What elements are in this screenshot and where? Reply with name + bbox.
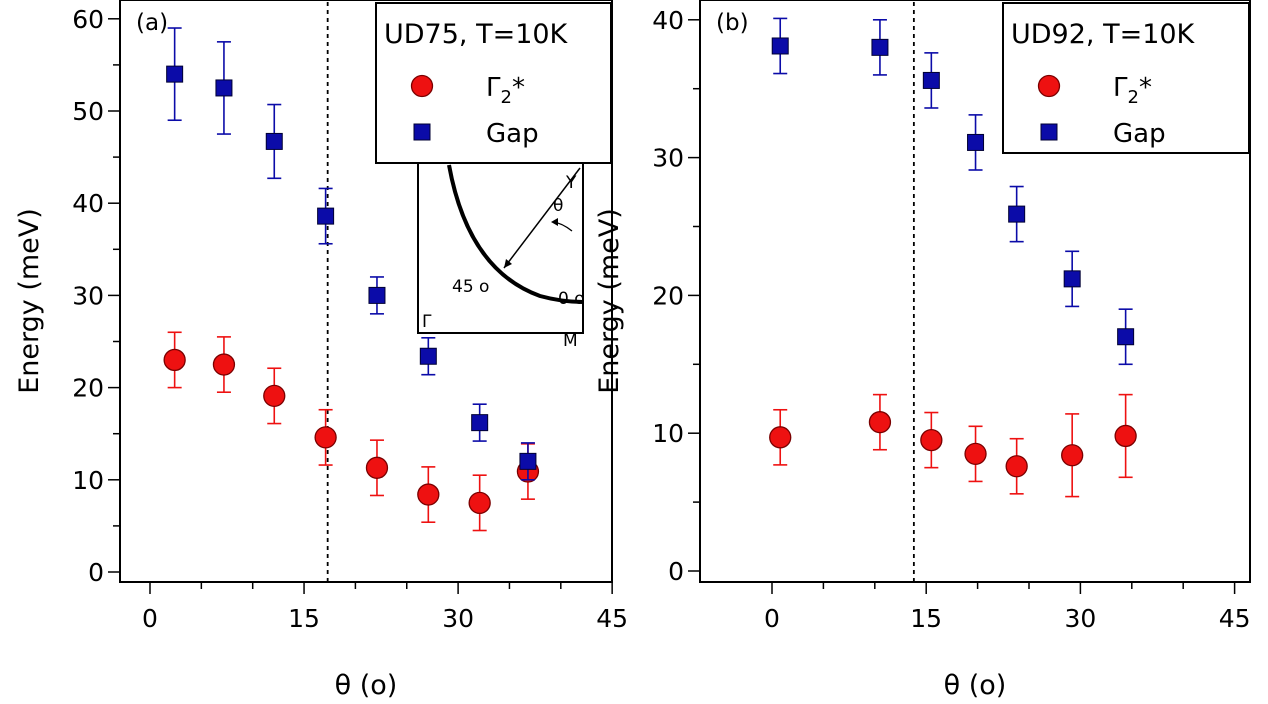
data-point-circle — [868, 411, 892, 434]
data-point-square — [419, 347, 437, 365]
data-point-circle — [468, 491, 491, 515]
x-axis-label: θ (o) — [335, 670, 398, 701]
legend-title: UD75, T=10K — [384, 19, 569, 50]
legend-label-gamma2: Γ2* — [486, 73, 525, 108]
legend-suffix: * — [1139, 73, 1152, 103]
data-point-circle — [920, 428, 943, 452]
x-tick-label: 15 — [288, 604, 320, 633]
data-point-circle — [769, 426, 792, 449]
y-tick-label: 60 — [72, 5, 104, 34]
y-axis-label: Energy (meV) — [14, 208, 45, 394]
y-tick-label: 20 — [652, 281, 684, 310]
legend-symbol: Γ — [486, 73, 501, 103]
data-point-square — [519, 452, 537, 470]
legend-label-gap: Gap — [1113, 119, 1166, 149]
series-gap — [771, 17, 1135, 366]
data-point-square — [166, 65, 184, 83]
legend-marker-circle — [410, 74, 434, 98]
x-tick-label: 45 — [596, 604, 628, 633]
x-tick-label: 0 — [142, 604, 158, 633]
inset-label-0deg: 0 o — [558, 289, 585, 309]
x-axis-label: θ (o) — [944, 670, 1007, 701]
plot-frame — [699, 0, 1251, 583]
data-point-circle — [964, 442, 987, 466]
data-point-circle — [1005, 455, 1028, 478]
data-point-square — [1008, 205, 1026, 223]
legend: UD75, T=10K Γ2* Gap — [375, 2, 612, 164]
data-point-circle — [212, 353, 236, 376]
y-tick-label: 40 — [652, 6, 684, 35]
data-point-circle — [163, 348, 186, 372]
series-gap — [166, 27, 537, 481]
y-tick-label: 30 — [652, 144, 684, 173]
plot-frame — [119, 0, 613, 583]
x-tick-label: 30 — [1064, 604, 1096, 633]
y-tick-label: 30 — [72, 281, 104, 310]
data-point-circle — [365, 456, 389, 479]
data-point-square — [922, 71, 940, 89]
data-point-square — [1117, 328, 1135, 346]
panel-b: 0 15 30 45 0 10 20 30 40 θ (o) Energy (meV) (b) UD92… — [594, 0, 1251, 701]
data-point-square — [215, 79, 233, 97]
inset-label-theta: θ — [553, 196, 563, 216]
y-tick-label: 0 — [668, 557, 684, 586]
legend-title: UD92, T=10K — [1011, 19, 1196, 50]
data-point-square — [265, 132, 283, 150]
inset-label-45deg: 45 o — [452, 277, 489, 297]
x-tick-label: 0 — [764, 604, 780, 633]
legend-subscript: 2 — [1128, 87, 1139, 108]
data-point-square — [317, 207, 335, 225]
panel-label: (b) — [716, 10, 749, 36]
x-tick-label: 30 — [442, 604, 474, 633]
x-tick-label: 45 — [1219, 604, 1251, 633]
y-tick-label: 10 — [652, 419, 684, 448]
y-tick-label: 40 — [72, 189, 104, 218]
data-point-circle — [1061, 444, 1084, 467]
legend-marker-circle — [1037, 74, 1061, 98]
legend-marker-square — [413, 123, 431, 141]
legend-label-gamma2: Γ2* — [1113, 73, 1152, 108]
data-point-square — [1063, 270, 1081, 288]
y-axis-label: Energy (meV) — [594, 208, 625, 394]
data-point-circle — [1114, 424, 1137, 448]
angle-arc-arrowhead — [551, 218, 558, 226]
data-point-square — [967, 133, 985, 151]
inset-label-gamma: Γ — [422, 312, 432, 332]
data-point-square — [471, 414, 489, 432]
angle-ray — [503, 167, 581, 269]
legend: UD92, T=10K Γ2* Gap — [1002, 2, 1250, 154]
legend-marker-square — [1040, 123, 1058, 141]
legend-suffix: * — [512, 73, 525, 103]
data-point-square — [871, 38, 889, 56]
series-gamma2 — [769, 393, 1137, 498]
panel-label: (a) — [136, 10, 168, 36]
legend-subscript: 2 — [501, 87, 512, 108]
y-tick-label: 50 — [72, 97, 104, 126]
y-tick-label: 0 — [88, 558, 104, 587]
inset-label-y: Y — [565, 173, 577, 193]
legend-symbol: Γ — [1113, 73, 1128, 103]
fermi-arc — [447, 164, 584, 304]
data-point-circle — [417, 483, 440, 506]
series-gamma2 — [163, 331, 540, 532]
data-point-square — [368, 286, 386, 304]
inset-label-m: M — [563, 331, 578, 351]
x-tick-label: 15 — [910, 604, 942, 633]
panel-a: 0 15 30 45 0 10 20 30 40 50 60 θ (o) Energy (meV) (a)… — [14, 0, 628, 701]
data-point-circle — [314, 426, 337, 449]
data-point-circle — [263, 384, 286, 408]
inset-fermi-surface: Yθ 45 o 0 o Γ M — [417, 162, 585, 351]
angle-ray-arrowhead — [504, 259, 512, 268]
y-tick-label: 10 — [72, 466, 104, 495]
legend-label-gap: Gap — [486, 119, 539, 149]
data-point-square — [771, 37, 789, 55]
y-tick-label: 20 — [72, 374, 104, 403]
